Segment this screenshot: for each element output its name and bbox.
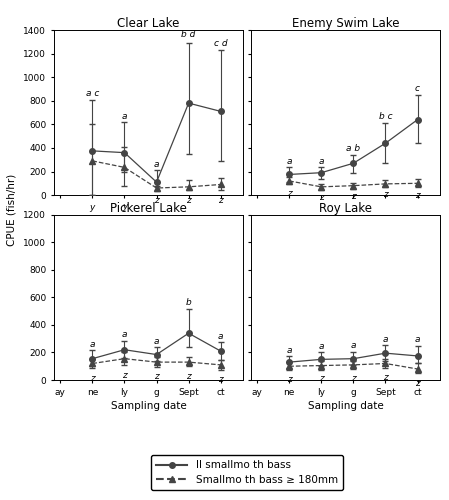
Text: a: a [351, 342, 356, 350]
X-axis label: Sampling date: Sampling date [110, 401, 186, 411]
Text: z: z [218, 196, 223, 205]
Text: a c: a c [86, 90, 99, 98]
Text: z: z [319, 192, 324, 202]
Text: z: z [218, 375, 223, 384]
Text: z: z [186, 196, 191, 205]
Text: z: z [415, 191, 420, 200]
Text: a: a [286, 346, 292, 354]
Text: b c: b c [379, 112, 392, 122]
Title: Enemy Swim Lake: Enemy Swim Lake [292, 17, 399, 30]
X-axis label: Sampling date: Sampling date [308, 401, 383, 411]
Text: c: c [415, 84, 420, 93]
Title: Pickerel Lake: Pickerel Lake [110, 202, 187, 215]
Text: a: a [218, 332, 224, 341]
Text: z: z [383, 190, 388, 200]
Title: Clear Lake: Clear Lake [117, 17, 180, 30]
Text: z: z [186, 372, 191, 380]
Text: z: z [287, 188, 291, 198]
Text: z: z [154, 372, 159, 382]
Text: z: z [154, 196, 159, 205]
Text: z: z [383, 373, 388, 382]
Text: y: y [90, 204, 95, 212]
Text: a b: a b [346, 144, 361, 153]
Text: b: b [186, 298, 192, 307]
Text: c d: c d [214, 38, 228, 48]
Text: b d: b d [181, 30, 196, 40]
Text: a: a [122, 112, 127, 122]
Legend: ll smallmo th bass, Smallmo th bass ≥ 180mm: ll smallmo th bass, Smallmo th bass ≥ 18… [151, 455, 343, 490]
Text: CPUE (fish/hr): CPUE (fish/hr) [7, 174, 17, 246]
Text: a: a [154, 336, 159, 345]
Text: a: a [122, 330, 127, 340]
Text: z: z [319, 374, 324, 384]
Text: a: a [286, 156, 292, 166]
Text: z: z [122, 371, 127, 380]
Text: y: y [122, 202, 127, 211]
Text: a: a [319, 156, 324, 166]
Text: z: z [90, 374, 95, 383]
Title: Roy Lake: Roy Lake [319, 202, 372, 215]
Text: z: z [287, 375, 291, 384]
Text: a: a [415, 335, 420, 344]
Text: a: a [90, 340, 95, 349]
Text: a: a [319, 342, 324, 351]
Text: z: z [351, 374, 356, 383]
Text: z: z [415, 380, 420, 388]
Text: a: a [154, 160, 159, 169]
Text: a: a [383, 334, 388, 344]
Text: z: z [351, 192, 356, 200]
